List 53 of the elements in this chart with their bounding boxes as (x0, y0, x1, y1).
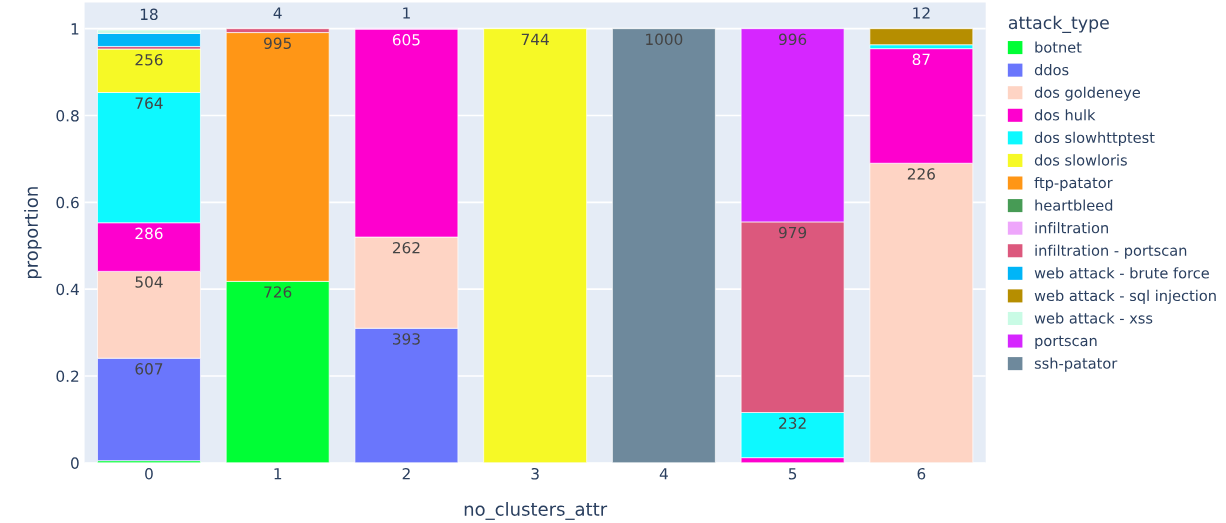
x-tick-label: 4 (659, 468, 668, 480)
annotation: 1 (403, 7, 410, 19)
legend-label: ddos (1034, 64, 1069, 76)
legend-label: heartbleed (1035, 199, 1113, 211)
annotation: 764 (135, 97, 163, 109)
x-tick-label: 0 (145, 467, 153, 480)
x-tick-label: 1 (274, 468, 282, 480)
annotation: 393 (393, 333, 420, 345)
legend-label: dos hulk (1034, 109, 1096, 121)
annotation: 726 (264, 286, 292, 298)
x-tick-label: 2 (402, 467, 410, 480)
annotation: 1000 (646, 33, 683, 46)
annotation: 979 (778, 226, 807, 239)
annotation: 256 (135, 53, 163, 66)
y-tick-label: 1 (71, 23, 79, 35)
annotation: 995 (264, 37, 291, 49)
legend-label: dos goldeneye (1034, 86, 1140, 101)
y-tick-label: 0.4 (56, 283, 79, 296)
annotation: 262 (392, 241, 420, 254)
legend-label: infiltration (1035, 222, 1108, 234)
legend-label: infiltration - portscan (1035, 244, 1187, 259)
annotation: 232 (779, 417, 806, 429)
y-tick-label: 0.8 (56, 109, 79, 122)
annotation: 87 (912, 53, 930, 66)
x-tick-label: 5 (788, 468, 797, 480)
annotation: 996 (778, 33, 807, 46)
annotation: 605 (392, 33, 420, 46)
legend-label: dos slowhttptest (1034, 131, 1155, 146)
x-tick-label: 6 (917, 467, 926, 480)
annotation: 4 (273, 7, 282, 19)
legend-label: web attack - brute force (1034, 267, 1209, 279)
legend-label: ftp-patator (1034, 176, 1113, 192)
legend-label: web attack - xss (1034, 312, 1153, 324)
x-axis-title: no_clusters_attr (464, 501, 608, 520)
annotation: 226 (907, 168, 935, 180)
legend-title: attack_type (1008, 15, 1109, 34)
x-tick-label: 3 (531, 467, 539, 480)
y-tick-label: 0.2 (56, 370, 79, 383)
y-tick-label: 0 (71, 457, 79, 469)
y-axis-title: proportion (24, 187, 42, 279)
legend-label: dos slowloris (1034, 154, 1127, 166)
legend-label: web attack - sql injection (1034, 289, 1216, 304)
legend-label: portscan (1035, 335, 1097, 350)
legend-label: ssh-patator (1034, 357, 1118, 372)
annotation: 607 (135, 363, 163, 375)
bar (97, 33, 201, 47)
annotation: 504 (135, 276, 163, 288)
y-tick-label: 0.6 (56, 196, 79, 209)
annotation: 286 (135, 227, 163, 240)
annotation: 744 (521, 33, 549, 45)
annotation: 18 (140, 8, 158, 21)
legend-label: botnet (1035, 41, 1082, 53)
annotation: 12 (913, 7, 930, 19)
